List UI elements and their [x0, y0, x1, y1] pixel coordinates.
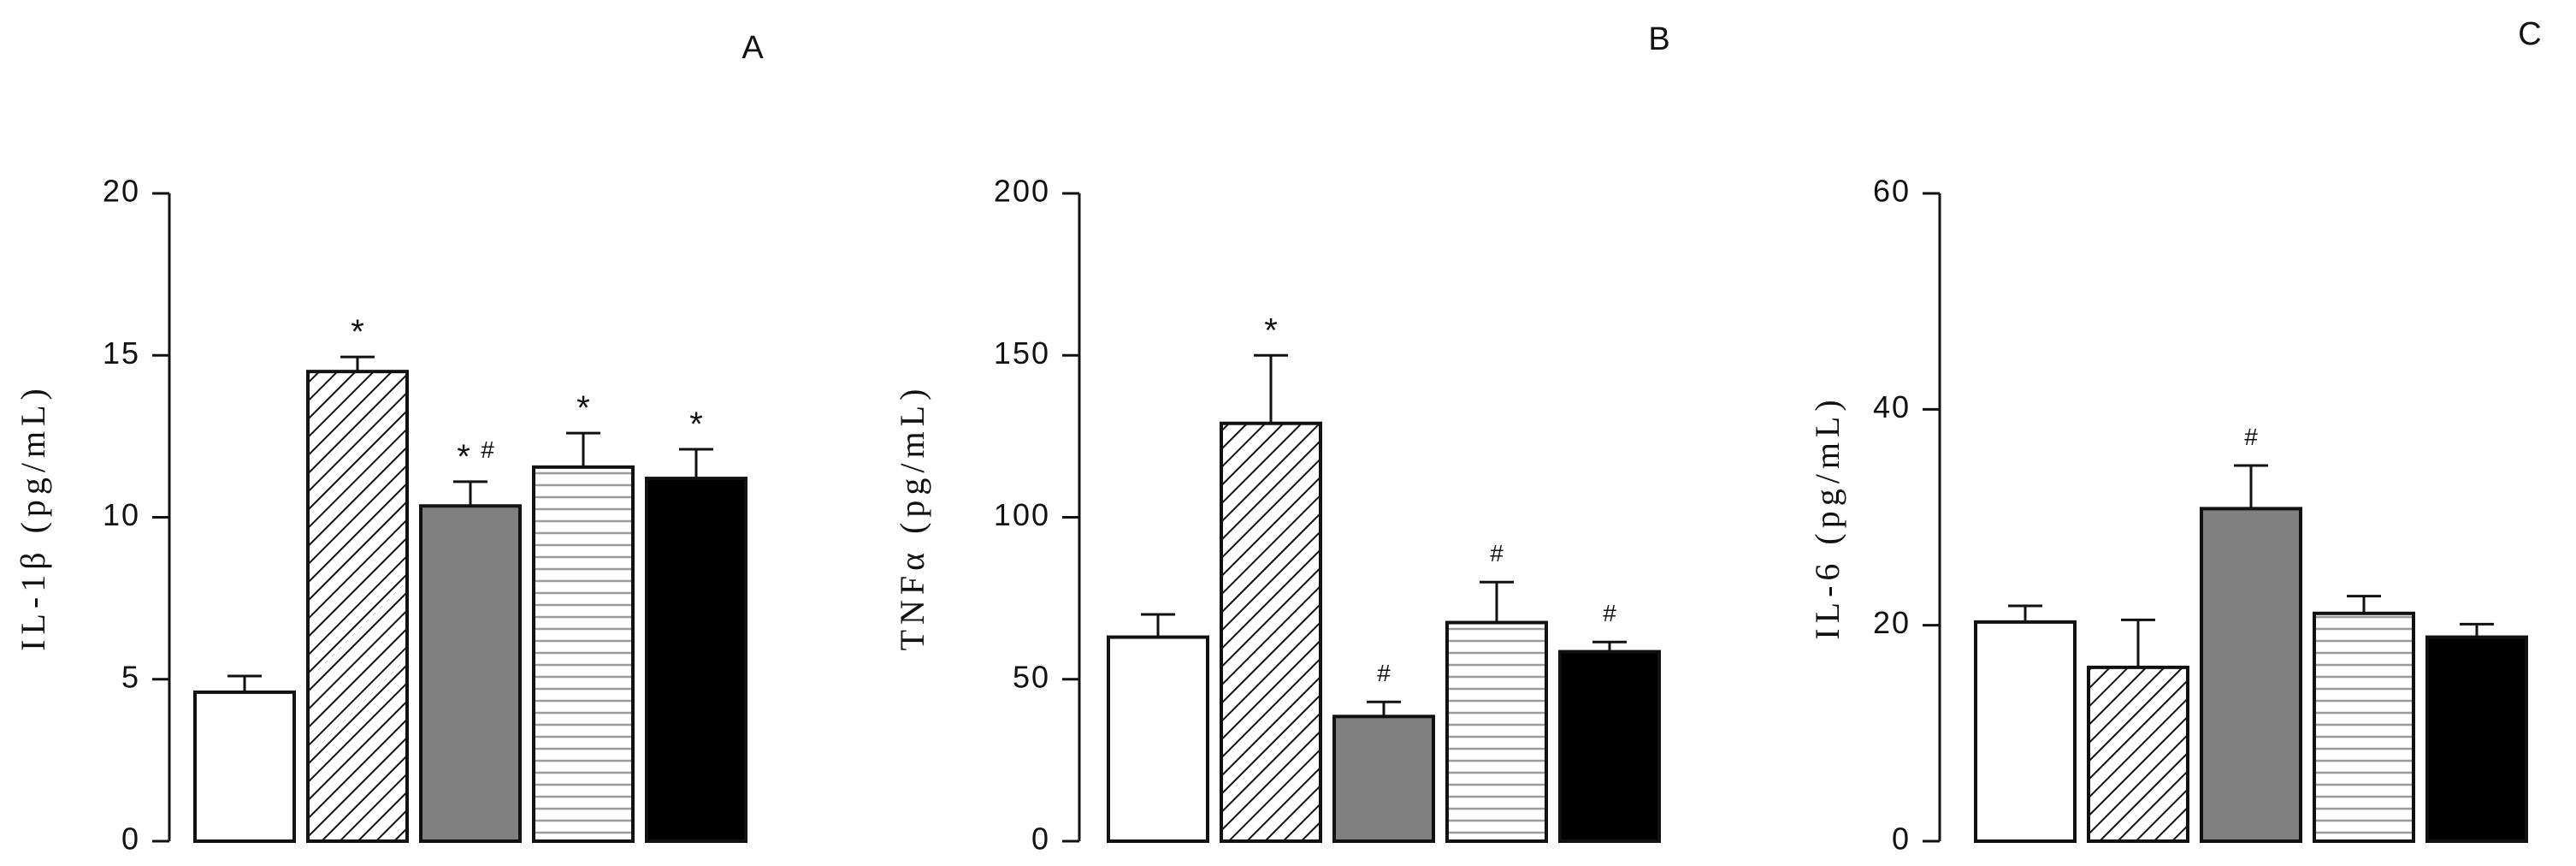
y-tick-label: 150 [994, 335, 1050, 371]
panel-label: C [2518, 16, 2541, 52]
chart-panel-a: A IL-1β (pg/mL) 0 5 10 15 20 * * # * * [14, 30, 764, 856]
significance-label: # [1377, 660, 1391, 686]
y-axis-label: TNFα (pg/mL) [893, 384, 931, 651]
bar [1107, 635, 1209, 843]
bar [1558, 650, 1661, 844]
bar [419, 504, 522, 843]
y-tick-label: 20 [1873, 605, 1911, 640]
chart-panel-b: B TNFα (pg/mL) 0 50 100 150 200 * # # # [893, 21, 1670, 856]
bar [193, 690, 296, 844]
y-axis-label: IL-6 (pg/mL) [1808, 394, 1846, 639]
chart-panel-c: C IL-6 (pg/mL) 0 20 40 60 # [1808, 16, 2542, 856]
significance-label: * [351, 313, 364, 351]
significance-label: * [689, 406, 703, 443]
bar [1332, 715, 1435, 844]
y-tick-label: 15 [103, 335, 140, 371]
y-tick-label: 0 [1031, 822, 1050, 857]
bar [532, 465, 635, 844]
bar [2425, 635, 2528, 843]
significance-label: # [2244, 424, 2258, 450]
y-tick-label: 100 [994, 497, 1050, 532]
y-tick-label: 20 [103, 174, 140, 209]
y-tick-label: 10 [103, 497, 140, 532]
y-tick-label: 40 [1873, 389, 1911, 424]
bar [2313, 611, 2415, 843]
significance-label: * [1264, 311, 1278, 349]
bar [1974, 620, 2077, 843]
significance-label: # [1603, 600, 1616, 626]
y-tick-label: 0 [1892, 822, 1911, 857]
significance-label: # [1490, 540, 1504, 566]
panel-label: A [741, 30, 764, 66]
y-tick-label: 60 [1873, 174, 1911, 209]
significance-label: * [457, 438, 470, 476]
y-tick-label: 200 [994, 174, 1050, 209]
bar [306, 370, 409, 843]
bar [1220, 421, 1322, 843]
significance-label: # [481, 436, 494, 463]
panel-label: B [1648, 21, 1669, 57]
bar [2087, 665, 2189, 843]
y-axis-label: IL-1β (pg/mL) [14, 383, 52, 651]
bar [2200, 507, 2302, 843]
y-tick-label: 5 [121, 659, 140, 694]
significance-label: * [576, 389, 590, 427]
bar [1445, 620, 1548, 844]
y-tick-label: 0 [121, 822, 140, 857]
y-tick-label: 50 [1013, 659, 1050, 694]
bar [645, 477, 747, 844]
